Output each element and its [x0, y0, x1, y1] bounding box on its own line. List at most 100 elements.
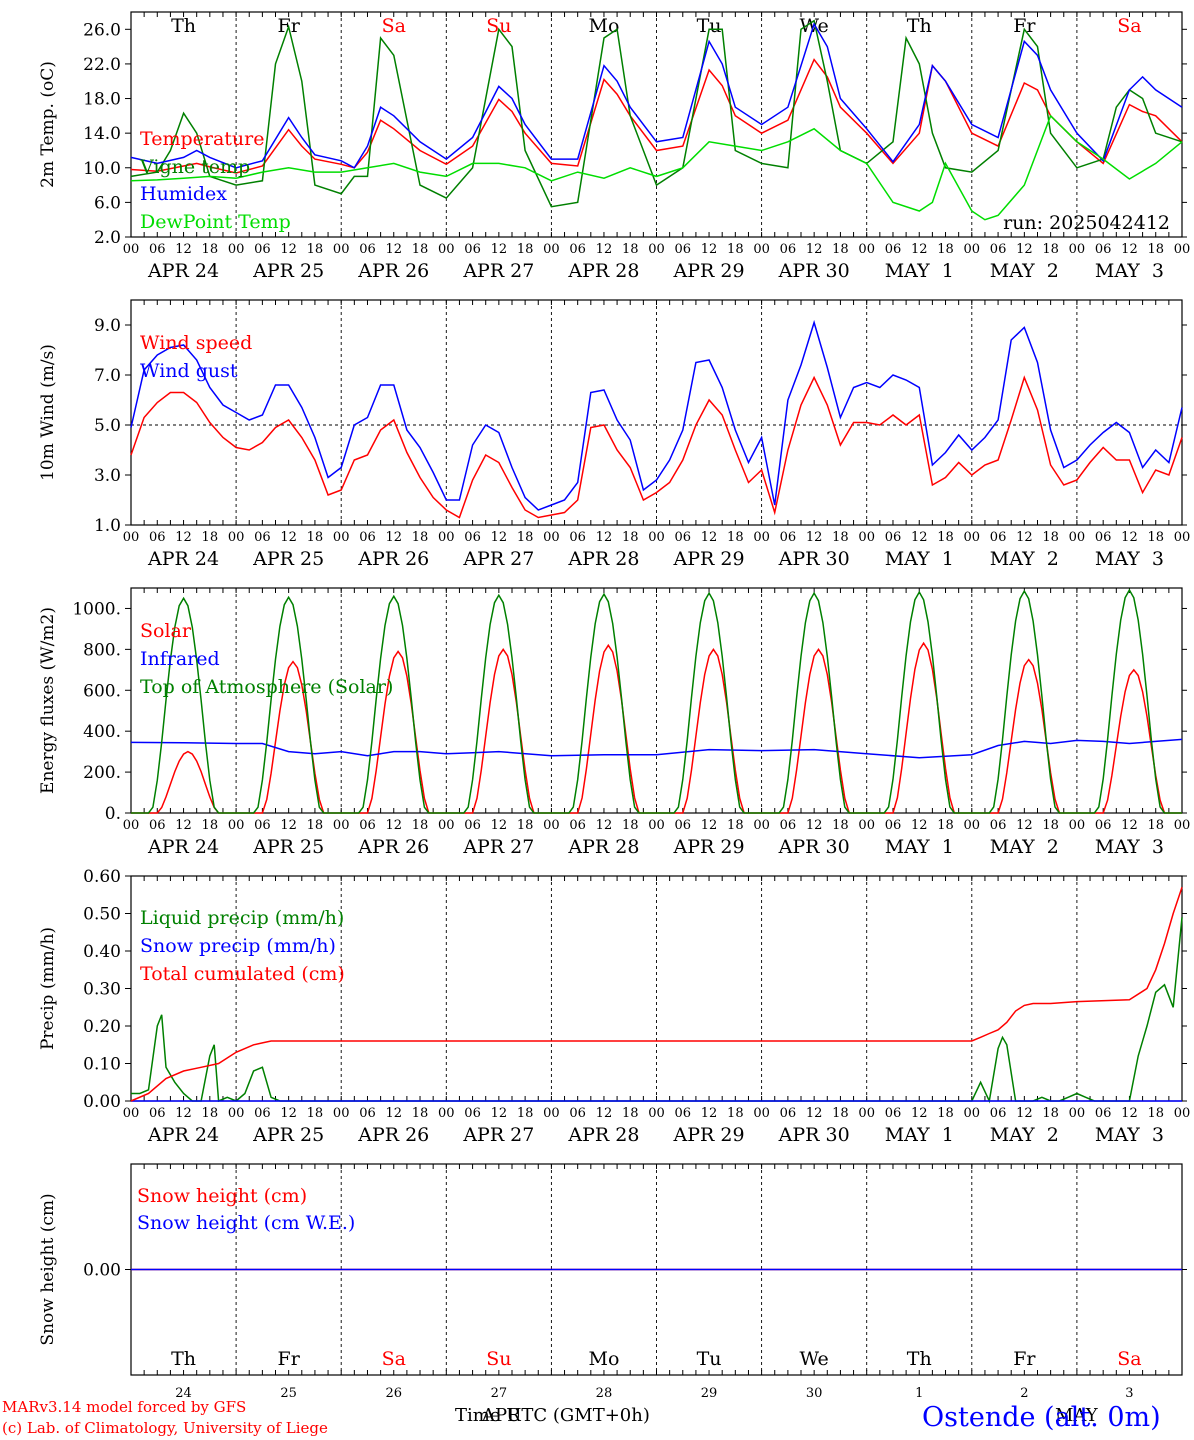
hour-tick-label: 18: [1042, 1106, 1059, 1121]
hour-tick-label: 18: [727, 242, 744, 257]
date-label: APR 24: [147, 260, 219, 282]
hour-tick-label: 12: [280, 818, 297, 833]
hour-tick-label: 12: [911, 242, 928, 257]
hour-tick-label: 12: [596, 818, 613, 833]
hour-tick-label: 12: [385, 818, 402, 833]
hour-tick-label: 12: [1121, 1106, 1138, 1121]
hour-tick-label: 06: [569, 242, 586, 257]
hour-tick-label: 18: [1147, 818, 1164, 833]
legend-entry: Top of Atmosphere (Solar): [140, 676, 393, 698]
date-label: APR 27: [462, 1124, 534, 1146]
series-temperature: [130, 58, 1183, 174]
hour-tick-label: 00: [964, 242, 981, 257]
hour-tick-label: 00: [858, 530, 875, 545]
run-annotation: run: 2025042412: [1003, 212, 1170, 234]
hour-tick-label: 18: [727, 1106, 744, 1121]
y-tick-label: 0.00: [83, 1092, 121, 1112]
hour-tick-label: 06: [780, 818, 797, 833]
y-axis-label: 10m Wind (m/s): [38, 344, 58, 481]
y-tick-label: 6.0: [94, 193, 121, 213]
weekday-label: Tu: [697, 1348, 722, 1370]
hour-tick-label: 18: [937, 242, 954, 257]
hour-tick-label: 18: [937, 530, 954, 545]
weekday-label: Th: [171, 1348, 196, 1370]
hour-tick-label: 12: [806, 818, 823, 833]
hour-tick-label: 00: [1069, 1106, 1086, 1121]
legend-entry: Humidex: [140, 183, 227, 205]
date-label: APR 28: [567, 260, 639, 282]
hour-tick-label: 18: [517, 1106, 534, 1121]
hour-tick-label: 00: [123, 530, 140, 545]
date-label: APR 30: [778, 548, 850, 570]
hour-tick-label: 00: [543, 530, 560, 545]
hour-tick-label: 12: [1016, 1106, 1033, 1121]
date-label: MAY 3: [1095, 836, 1164, 858]
weekday-label: Fr: [1013, 1348, 1036, 1370]
date-label: APR 29: [673, 836, 745, 858]
hour-tick-label: 18: [1042, 818, 1059, 833]
date-label: APR 26: [357, 836, 429, 858]
hour-tick-label: 00: [123, 242, 140, 257]
day-number-label: 3: [1125, 1386, 1133, 1401]
hour-tick-label: 00: [543, 818, 560, 833]
hour-tick-label: 06: [990, 1106, 1007, 1121]
y-tick-label: 0.40: [83, 942, 121, 962]
hour-tick-label: 18: [307, 1106, 324, 1121]
hour-tick-label: 12: [596, 1106, 613, 1121]
hour-tick-label: 18: [622, 242, 639, 257]
day-number-label: 2: [1020, 1386, 1028, 1401]
series-wind-speed: [130, 375, 1183, 519]
panel-temp: 2.0 6.0 10.0 14.0 18.0 22.0 26.0 2m Temp. (oC) 0…: [38, 11, 1190, 282]
hour-tick-label: 06: [149, 1106, 166, 1121]
hour-tick-label: 06: [990, 242, 1007, 257]
date-label: APR 26: [357, 548, 429, 570]
date-label: APR 28: [567, 836, 639, 858]
hour-tick-label: 06: [569, 1106, 586, 1121]
date-label: APR 27: [462, 548, 534, 570]
weekday-label: Fr: [1013, 15, 1036, 37]
date-label: APR 26: [357, 260, 429, 282]
hour-tick-label: 06: [464, 530, 481, 545]
date-label: MAY 2: [990, 836, 1059, 858]
hour-tick-label: 18: [1147, 530, 1164, 545]
hour-tick-label: 06: [464, 1106, 481, 1121]
hour-tick-label: 18: [202, 530, 219, 545]
y-tick-label: 1.0: [94, 516, 121, 536]
hour-tick-label: 00: [1069, 242, 1086, 257]
legend-entry: Temperature: [140, 128, 264, 150]
hour-tick-label: 12: [175, 818, 192, 833]
series-dewpoint-temp: [130, 114, 1183, 221]
hour-tick-label: 18: [202, 1106, 219, 1121]
hour-tick-label: 18: [832, 242, 849, 257]
date-label: MAY 2: [990, 548, 1059, 570]
hour-tick-label: 18: [832, 818, 849, 833]
y-tick-label: 0.50: [83, 905, 121, 925]
hour-tick-label: 18: [202, 242, 219, 257]
date-label: MAY 1: [885, 1124, 954, 1146]
legend-entry: Vigne temp: [139, 156, 250, 178]
weekday-label: Tu: [697, 15, 722, 37]
hour-tick-label: 12: [491, 818, 508, 833]
y-tick-label: 0.20: [83, 1017, 121, 1037]
hour-tick-label: 06: [1095, 1106, 1112, 1121]
date-label: APR 30: [778, 836, 850, 858]
weekday-label: Sa: [1117, 1348, 1141, 1370]
y-tick-label: 26.0: [83, 20, 121, 40]
date-label: MAY 1: [885, 836, 954, 858]
hour-tick-label: 06: [675, 1106, 692, 1121]
y-tick-label: 0.00: [83, 1261, 121, 1281]
date-label: APR 24: [147, 836, 219, 858]
panel-snow: 0.00 Snow height (cm) Th Fr Sa Su Mo Tu We Th Fr Sa…: [38, 1163, 1187, 1401]
y-tick-label: 1000.: [72, 599, 121, 619]
hour-tick-label: 12: [701, 242, 718, 257]
hour-tick-label: 00: [964, 1106, 981, 1121]
legend-entry: DewPoint Temp: [140, 211, 291, 233]
hour-tick-label: 18: [517, 530, 534, 545]
hour-tick-label: 18: [727, 818, 744, 833]
y-axis-label: 2m Temp. (oC): [38, 61, 58, 188]
legend-entry: Snow precip (mm/h): [140, 935, 336, 957]
hour-tick-label: 12: [911, 818, 928, 833]
hour-tick-label: 00: [1069, 530, 1086, 545]
hour-tick-label: 18: [622, 1106, 639, 1121]
y-tick-label: 0.: [105, 804, 121, 824]
